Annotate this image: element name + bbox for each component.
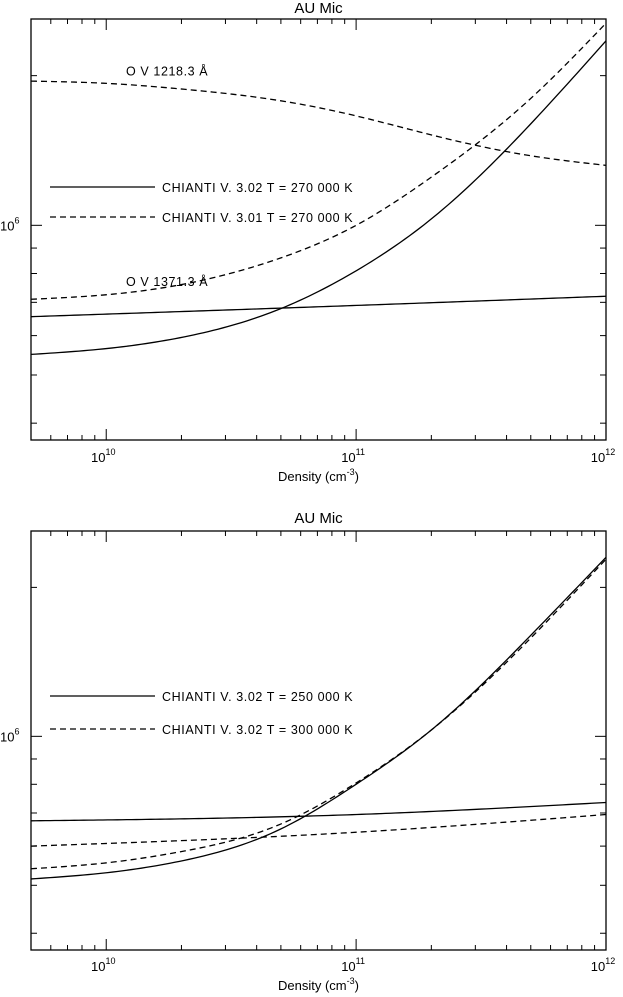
x-tick-base: 10 [91,959,105,974]
x-axis-label-close: ) [355,978,359,993]
x-tick-base: 10 [591,959,605,974]
chart-title: AU Mic [294,510,343,527]
x-tick-label: 1011 [341,956,365,974]
x-axis-label-text: Density (cm [278,469,347,484]
y-tick-label: 106 [0,215,19,233]
legend-label: CHIANTI V. 3.02 T = 300 000 K [162,723,353,737]
y-tick-base: 10 [0,729,14,744]
x-tick-exponent: 10 [105,447,115,457]
x-tick-label: 1010 [91,447,115,465]
legend: CHIANTI V. 3.02 T = 270 000 K CHIANTI V. … [50,181,353,225]
y-tick-base: 10 [0,218,14,233]
x-tick-base: 10 [341,959,355,974]
y-axis-ticks [31,75,606,424]
x-tick-label: 1012 [591,447,615,465]
x-axis-ticks [30,531,607,950]
line-annotation: O V 1218.3 Å [126,64,208,79]
series-line-3-solid [30,40,607,356]
y-tick-label: 106 [0,726,19,744]
legend: CHIANTI V. 3.02 T = 250 000 K CHIANTI V. … [50,690,353,737]
y-tick-exponent: 6 [14,726,19,736]
x-tick-base: 10 [341,450,355,465]
x-tick-exponent: 10 [105,956,115,966]
x-axis-label-text: Density (cm [278,978,347,993]
x-axis-label-sup: -3 [347,467,355,477]
y-axis-ticks [31,586,606,934]
x-tick-base: 10 [591,450,605,465]
series-line-3-solid [30,801,607,822]
x-tick-label: 1010 [91,956,115,974]
plot-frame [30,18,607,441]
x-axis-label: Density (cm-3) [278,976,359,993]
series-line-2-dashed [30,22,607,300]
x-axis-label: Density (cm-3) [278,467,359,484]
series-line-4-solid [30,295,607,318]
x-axis-label-sup: -3 [347,976,355,986]
x-tick-exponent: 11 [356,956,365,966]
series-group [30,22,607,356]
series-line-4-dashed [30,813,607,847]
x-axis-ticks [30,19,607,440]
x-tick-exponent: 12 [605,447,615,457]
plot-frame [30,530,607,951]
legend-label: CHIANTI V. 3.02 T = 270 000 K [162,181,353,195]
x-tick-base: 10 [91,450,105,465]
y-tick-exponent: 6 [14,215,19,225]
x-axis-label-close: ) [355,469,359,484]
series-line-1-dashed [30,80,607,167]
legend-label: CHIANTI V. 3.02 T = 250 000 K [162,690,353,704]
line-annotation: O V 1371.3 Å [126,274,208,289]
chart-title: AU Mic [294,0,343,17]
series-line-2-dashed [30,558,607,870]
legend-label: CHIANTI V. 3.01 T = 270 000 K [162,211,353,225]
x-tick-label: 1012 [591,956,615,974]
x-tick-exponent: 11 [356,447,365,457]
series-group [30,556,607,880]
x-tick-label: 1011 [341,447,365,465]
series-line-1-solid [30,556,607,880]
x-tick-exponent: 12 [605,956,615,966]
